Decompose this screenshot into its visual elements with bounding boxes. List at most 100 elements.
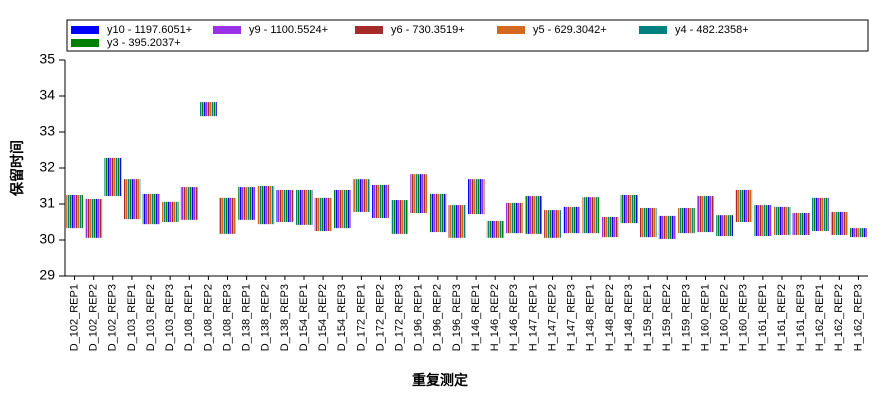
range-bar [391,200,408,234]
x-tick-label: D_138_REP1 [241,284,253,351]
range-bar [830,211,848,235]
y-axis-label: 保留时间 [9,140,26,197]
range-bar [811,197,829,231]
range-bar [219,197,236,234]
x-tick-label: D_103_REP2 [145,284,157,351]
x-tick-label: H_147_REP1 [527,284,539,351]
range-bar [658,215,676,239]
x-tick-label: H_146_REP1 [470,284,482,351]
range-bar [525,196,542,234]
x-tick-label: D_138_REP2 [260,284,272,351]
x-tick-label: H_161_REP1 [757,284,769,351]
x-tick-label: H_146_REP3 [508,284,520,351]
x-tick-label: D_102_REP1 [68,284,80,351]
x-tick-label: D_102_REP3 [107,284,119,351]
range-bar [563,206,581,234]
legend-label: y4 - 482.2358+ [675,24,749,36]
range-bar [295,189,313,225]
x-tick-label: H_162_REP1 [814,284,826,351]
legend-box [66,19,869,52]
x-tick-label: H_147_REP2 [546,284,558,351]
x-tick-label: H_147_REP3 [566,284,578,351]
x-tick-label: H_148_REP3 [623,284,635,351]
range-bar [792,213,810,235]
legend-swatch [71,26,99,34]
x-tick-label: D_108_REP3 [221,284,233,351]
range-bar [754,205,772,237]
legend-swatch [71,39,99,47]
range-bar [352,179,370,212]
y-tick-label: 35 [39,51,55,67]
x-tick-label: H_159_REP2 [661,284,673,351]
x-tick-label: D_196_REP1 [413,284,425,351]
x-tick-label: D_154_REP3 [336,284,348,351]
range-bar [199,102,217,117]
range-bar [850,228,867,238]
range-bar [104,157,122,197]
x-tick-label: H_159_REP3 [680,284,692,351]
range-bar [544,210,561,238]
range-bar [180,187,198,220]
y-tick-label: 34 [39,87,55,103]
x-tick-label: H_161_REP3 [795,284,807,351]
legend-swatch [497,26,525,34]
x-tick-label: H_161_REP2 [776,284,788,351]
x-tick-label: H_162_REP2 [833,284,845,351]
x-tick-label: D_172_REP1 [355,284,367,351]
legend-swatch [355,26,383,34]
x-axis-label: 重复测定 [412,372,468,389]
x-tick-label: D_172_REP2 [374,284,386,351]
legend-swatch [213,26,241,34]
legend-label: y5 - 629.3042+ [533,24,607,36]
range-bar [448,205,466,238]
range-bar [716,215,734,237]
x-tick-label: D_102_REP2 [88,284,100,351]
range-bar [582,197,600,234]
range-bar [773,206,791,235]
legend-label: y6 - 730.3519+ [391,24,465,36]
x-tick-label: D_154_REP1 [298,284,310,351]
y-tick-label: 30 [39,231,55,247]
range-bar [257,186,275,225]
range-bar [735,189,753,222]
range-bar [372,184,389,219]
x-tick-label: H_162_REP3 [852,284,864,351]
x-tick-label: H_159_REP1 [642,284,654,351]
legend-label: y10 - 1197.6051+ [107,24,192,36]
range-bar [314,197,332,231]
range-bar [142,193,160,225]
x-tick-label: H_160_REP3 [738,284,750,351]
range-bar [276,189,294,222]
y-tick-label: 31 [39,195,55,211]
range-bar [333,189,351,229]
x-tick-label: D_154_REP2 [317,284,329,351]
range-bar [639,207,657,238]
x-tick-label: D_196_REP2 [432,284,444,351]
x-tick-label: D_196_REP3 [451,284,463,351]
range-bar [620,195,638,224]
range-bar [410,174,428,213]
y-tick-label: 29 [39,267,55,283]
range-bar [238,187,256,220]
x-tick-label: D_138_REP3 [279,284,291,351]
range-bar [429,193,447,233]
x-tick-label: H_148_REP2 [604,284,616,351]
range-bar [85,198,103,238]
range-bar [601,216,619,238]
range-bar [505,202,523,234]
x-tick-label: H_160_REP1 [699,284,711,351]
legend-label: y3 - 395.2037+ [107,37,181,49]
x-tick-label: H_146_REP2 [489,284,501,351]
x-tick-label: D_172_REP3 [393,284,405,351]
legend-label: y9 - 1100.5524+ [249,24,328,36]
x-tick-label: H_148_REP1 [585,284,597,351]
range-bar [123,179,141,220]
x-tick-label: H_160_REP2 [719,284,731,351]
range-bar [161,201,179,222]
y-tick-label: 33 [39,123,55,139]
legend-swatch [639,26,667,34]
x-tick-label: D_108_REP1 [183,284,195,351]
x-tick-label: D_103_REP1 [126,284,138,351]
y-tick-label: 32 [39,159,55,175]
